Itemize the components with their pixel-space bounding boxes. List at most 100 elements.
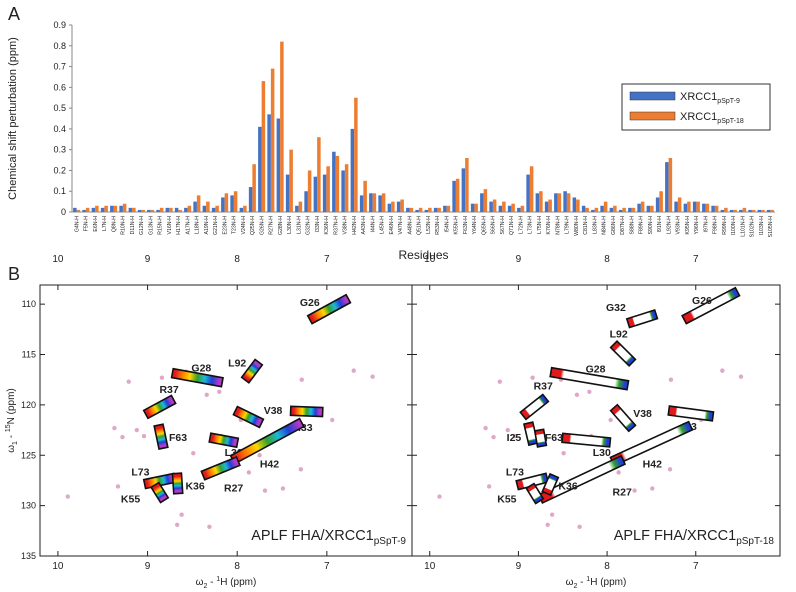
bar [618, 209, 623, 212]
peak [204, 392, 209, 398]
bar [757, 209, 762, 212]
peak [179, 512, 184, 517]
bar [113, 205, 118, 212]
bar [169, 207, 173, 212]
assignment-box [681, 286, 741, 325]
text-part: 1 [216, 576, 220, 583]
bar [369, 193, 373, 212]
assignment-box [306, 293, 352, 325]
x-tick-label: H42N-H [352, 216, 358, 235]
bar [517, 207, 521, 212]
bar [433, 207, 438, 212]
x-tick-label: N78N-H [555, 216, 561, 235]
bar [665, 162, 669, 212]
peak [120, 434, 125, 440]
bar [313, 176, 318, 212]
bar [692, 201, 697, 212]
x-tick-label: L83N-H [592, 216, 598, 234]
bar [761, 209, 765, 212]
peak [262, 488, 268, 493]
bar [609, 207, 614, 212]
bar [594, 207, 599, 212]
bar [215, 205, 219, 212]
bar [304, 191, 308, 212]
bar [452, 180, 456, 212]
x-tick-label: I54N-H [444, 216, 450, 233]
bar [446, 205, 451, 212]
x-tick-label: F63N-H [463, 216, 469, 234]
bar [267, 114, 271, 212]
x-tick-label: S105N-H [768, 216, 774, 238]
x-tick-label: Q51N-H [417, 216, 423, 235]
bar [424, 209, 429, 212]
bar [696, 201, 700, 212]
text-part: pSpT-18 [717, 118, 744, 125]
bar [156, 209, 160, 212]
x-tick-label: A19N-H [204, 216, 210, 235]
x-tick-label: T23N-H [232, 216, 238, 234]
bar [622, 207, 626, 212]
text-part: - [207, 577, 216, 588]
bar [702, 203, 706, 212]
peak [112, 425, 117, 431]
x-tick-label: 7 [693, 561, 699, 572]
text-part: XRCC1 [680, 91, 717, 103]
bar [415, 209, 419, 212]
y-tick-label: 135 [21, 551, 36, 561]
bar [233, 191, 238, 212]
bar [600, 205, 604, 212]
bar [637, 203, 641, 212]
bar [585, 207, 589, 212]
x-tick-label: K76N-H [546, 216, 552, 235]
bar [150, 209, 155, 212]
bar [221, 197, 225, 212]
x-tick-label: R53N-H [435, 216, 441, 235]
bar [335, 155, 340, 212]
bar [409, 207, 414, 212]
frame [411, 284, 781, 557]
x-tick-label: 8 [604, 254, 610, 265]
y-tick-label: 0.1 [53, 186, 66, 196]
x-tick-label: K95N-H [685, 216, 691, 235]
x-tick-label: Y96N-H [694, 216, 700, 235]
x-tick-label: L31N-H [296, 216, 302, 234]
y-tick-label: 0.7 [53, 62, 66, 72]
bar [554, 193, 558, 212]
bar [363, 180, 367, 212]
bar [378, 195, 382, 212]
x-tick-label: L52N-H [426, 216, 432, 234]
bar [202, 205, 207, 212]
bar [165, 207, 170, 212]
assignment-label: K36 [558, 480, 577, 492]
x-tick-label: 10 [52, 561, 64, 572]
bar [91, 207, 96, 212]
assignment-label: G28 [191, 363, 211, 375]
bar [307, 170, 312, 212]
bar [733, 209, 737, 212]
bar [668, 157, 673, 212]
assignment-box [625, 309, 659, 329]
bar [739, 209, 743, 212]
peak [280, 486, 286, 491]
bar [563, 191, 567, 212]
x-tick-label: 7 [324, 254, 330, 265]
peak [191, 451, 196, 456]
bar [252, 164, 256, 212]
text-part: 2 [573, 583, 577, 590]
x-tick-label: A48N-H [407, 216, 413, 235]
bar [539, 191, 543, 212]
legend-box [621, 83, 771, 131]
bar [76, 209, 81, 212]
text-part: APLF FHA/XRCC1 [614, 528, 736, 544]
bar [640, 201, 645, 212]
x-tick-label: 7 [324, 561, 330, 572]
x-tick-label: L101N-H [740, 216, 746, 237]
text-part: pSpT-18 [736, 536, 774, 547]
bar [489, 201, 493, 212]
bar [243, 205, 247, 212]
assignment-box [289, 405, 324, 418]
peak [246, 470, 252, 475]
bar [344, 164, 349, 212]
x-tick-label: 10 [52, 254, 64, 265]
bar [193, 201, 197, 212]
